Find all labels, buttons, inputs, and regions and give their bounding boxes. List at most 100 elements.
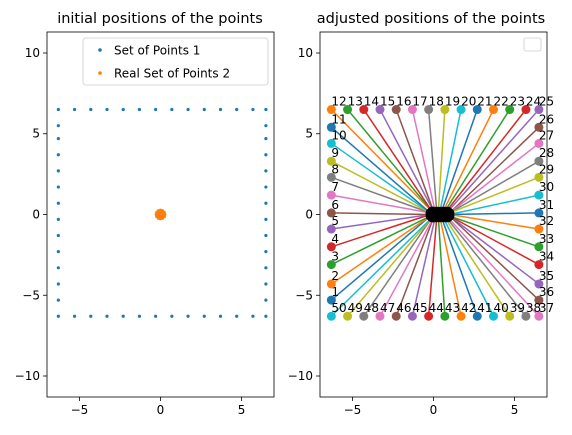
connector-line-6: [331, 212, 431, 216]
point-set1: [56, 266, 60, 270]
outer-point-49: [343, 311, 353, 321]
left-axes: initial positions of the points −5 0 5−10−…: [15, 11, 275, 417]
connector-line-22: [442, 109, 495, 212]
left-xtick-label: 0: [157, 403, 165, 417]
outer-point-44: [424, 311, 434, 321]
connector-line-8: [331, 176, 431, 214]
outer-point-3: [326, 260, 336, 270]
connector-line-11: [330, 126, 431, 214]
right-xtick-label: 0: [430, 403, 438, 417]
connector-line-24: [445, 109, 527, 212]
point-set1: [56, 298, 60, 302]
outer-point-26: [534, 122, 544, 132]
point-label-27: 27: [539, 128, 554, 142]
point-label-7: 7: [331, 180, 339, 194]
right-ytick-label: 0: [305, 208, 313, 222]
point-set1: [72, 314, 77, 318]
point-label-33: 33: [539, 232, 554, 246]
connector-line-2: [330, 215, 431, 285]
point-set1: [264, 266, 268, 270]
point-set1: [56, 201, 60, 205]
point-set1: [56, 314, 60, 318]
outer-point-7: [326, 190, 336, 200]
outer-point-27: [534, 138, 544, 148]
connector-line-31: [449, 212, 539, 216]
left-ytick-label: −10: [15, 369, 40, 383]
point-label-50: 50: [331, 301, 346, 315]
point-set1: [170, 314, 174, 318]
point-set1: [235, 314, 239, 318]
connector-line-25: [447, 109, 540, 212]
point-set1: [186, 314, 190, 318]
connector-line-16: [395, 109, 435, 212]
point-set1: [264, 298, 268, 302]
outer-point-50: [326, 311, 336, 321]
outer-point-39: [505, 311, 515, 321]
outer-point-28: [534, 156, 544, 166]
connector-line-28: [449, 160, 540, 214]
point-set1: [121, 107, 125, 112]
connector-line-10: [330, 142, 431, 214]
connector-line-42: [439, 217, 462, 317]
point-label-43: 43: [445, 301, 460, 315]
connector-line-38: [445, 217, 527, 317]
left-legend: Set of Points 1 Real Set of Points 2: [82, 37, 269, 86]
connector-line-18: [427, 109, 438, 212]
connector-line-13: [346, 109, 433, 212]
connector-line-27: [449, 142, 540, 214]
connector-line-7: [331, 194, 431, 214]
point-set1: [56, 185, 60, 189]
connector-line-39: [444, 217, 511, 317]
outer-point-41: [472, 311, 482, 321]
point-set1: [154, 314, 158, 318]
point-label-39: 39: [510, 301, 525, 315]
point-label-23: 23: [510, 95, 525, 109]
point-label-1: 1: [331, 285, 339, 299]
outer-point-16: [391, 105, 401, 115]
outer-point-1: [326, 295, 336, 305]
left-ytick-label: 0: [32, 208, 40, 222]
connector-line-15: [379, 109, 435, 212]
point-label-9: 9: [331, 146, 339, 160]
outer-point-13: [343, 105, 353, 115]
left-axes-title: initial positions of the points: [57, 11, 263, 27]
point-label-35: 35: [539, 269, 554, 283]
legend-marker-series-1: [98, 48, 102, 52]
connector-line-30: [449, 194, 540, 216]
outer-point-21: [472, 105, 482, 115]
connector-line-34: [449, 215, 540, 266]
point-label-14: 14: [364, 95, 379, 109]
left-ytick-label: 5: [32, 127, 40, 141]
point-set1: [56, 136, 60, 141]
outer-point-33: [534, 242, 544, 252]
point-label-37: 37: [539, 301, 554, 315]
left-xtick-label: −5: [71, 403, 89, 417]
left-axis-ticks: −5 0 5 −10 −5 0 5 10: [15, 46, 246, 417]
point-label-38: 38: [526, 301, 541, 315]
point-label-13: 13: [348, 95, 363, 109]
left-ytick-label: 10: [25, 46, 40, 60]
point-label-26: 26: [539, 112, 554, 126]
point-set1: [56, 233, 60, 238]
point-set1: [264, 250, 268, 254]
connector-line-17: [411, 109, 436, 212]
outer-point-32: [534, 224, 544, 234]
connector-line-9: [331, 160, 431, 214]
connector-line-41: [440, 217, 478, 317]
point-label-41: 41: [477, 301, 492, 315]
right-axes: adjusted positions of the points 1234567…: [288, 11, 555, 417]
point-set1: [251, 107, 255, 112]
outer-point-8: [326, 172, 336, 182]
point-label-30: 30: [539, 180, 554, 194]
point-label-11: 11: [331, 112, 346, 126]
outer-point-45: [407, 311, 417, 321]
connector-line-36: [449, 215, 540, 301]
point-label-48: 48: [364, 301, 379, 315]
point-label-47: 47: [380, 301, 395, 315]
right-ytick-label: 5: [305, 127, 313, 141]
connector-line-46: [395, 217, 435, 317]
point-label-17: 17: [412, 95, 427, 109]
outer-point-46: [391, 311, 401, 321]
connector-line-49: [346, 217, 433, 317]
